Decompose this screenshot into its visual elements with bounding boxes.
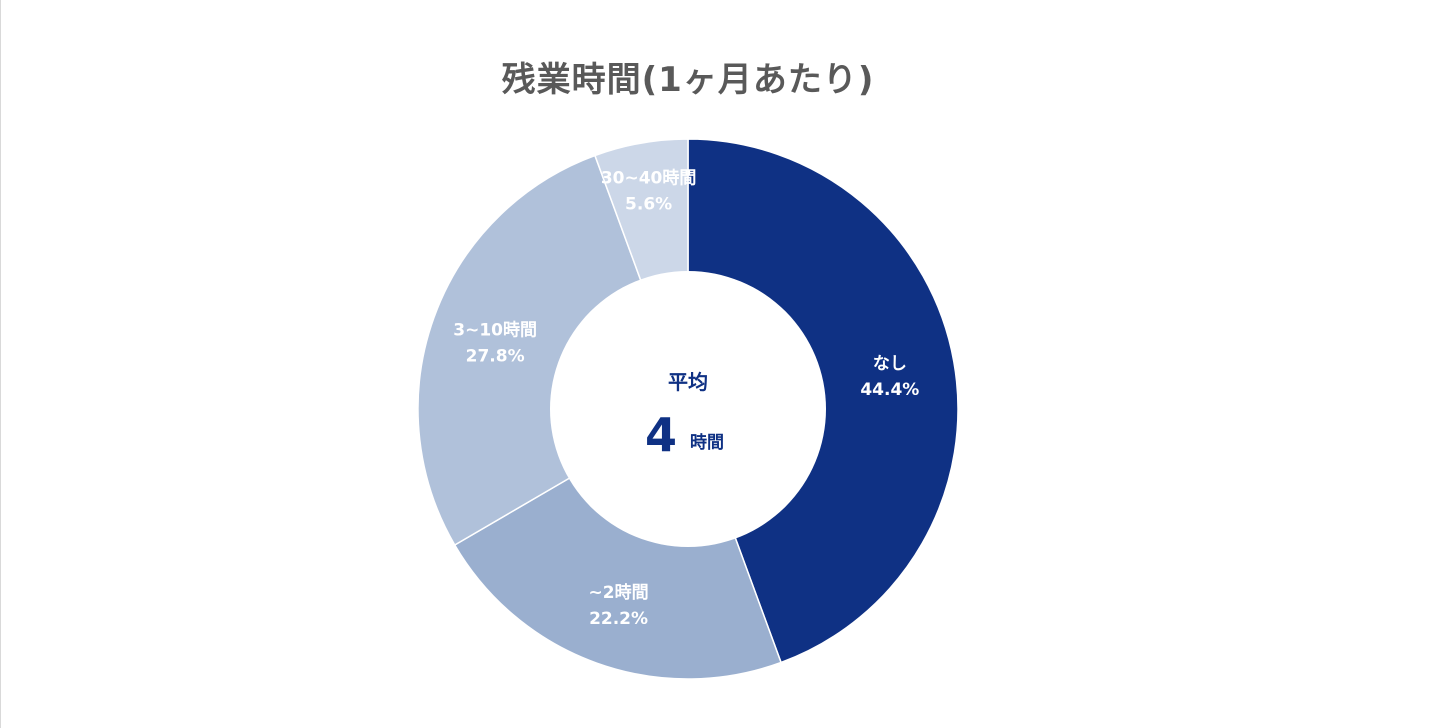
slice-value-label-3: 5.6% [625, 194, 672, 214]
slice-name-label-0: なし [873, 354, 907, 374]
donut-hole [550, 271, 826, 547]
center-unit: 時間 [690, 432, 724, 453]
slice-value-label-0: 44.4% [860, 380, 919, 400]
slice-value-label-1: 22.2% [589, 609, 648, 629]
slice-name-label-1: ~2時間 [589, 582, 649, 603]
slice-value-label-2: 27.8% [466, 347, 525, 367]
center-value: 4 [645, 408, 677, 462]
slice-labels-group: なし 44.4% ~2時間 22.2% 3~10時間 27.8% 30~40時間 5.6% [453, 167, 919, 628]
chart-title: 残業時間(1ヶ月あたり) [501, 60, 875, 100]
slice-name-label-3: 30~40時間 [601, 167, 697, 188]
center-label: 平均 [668, 370, 708, 394]
slice-name-label-2: 3~10時間 [453, 320, 537, 341]
